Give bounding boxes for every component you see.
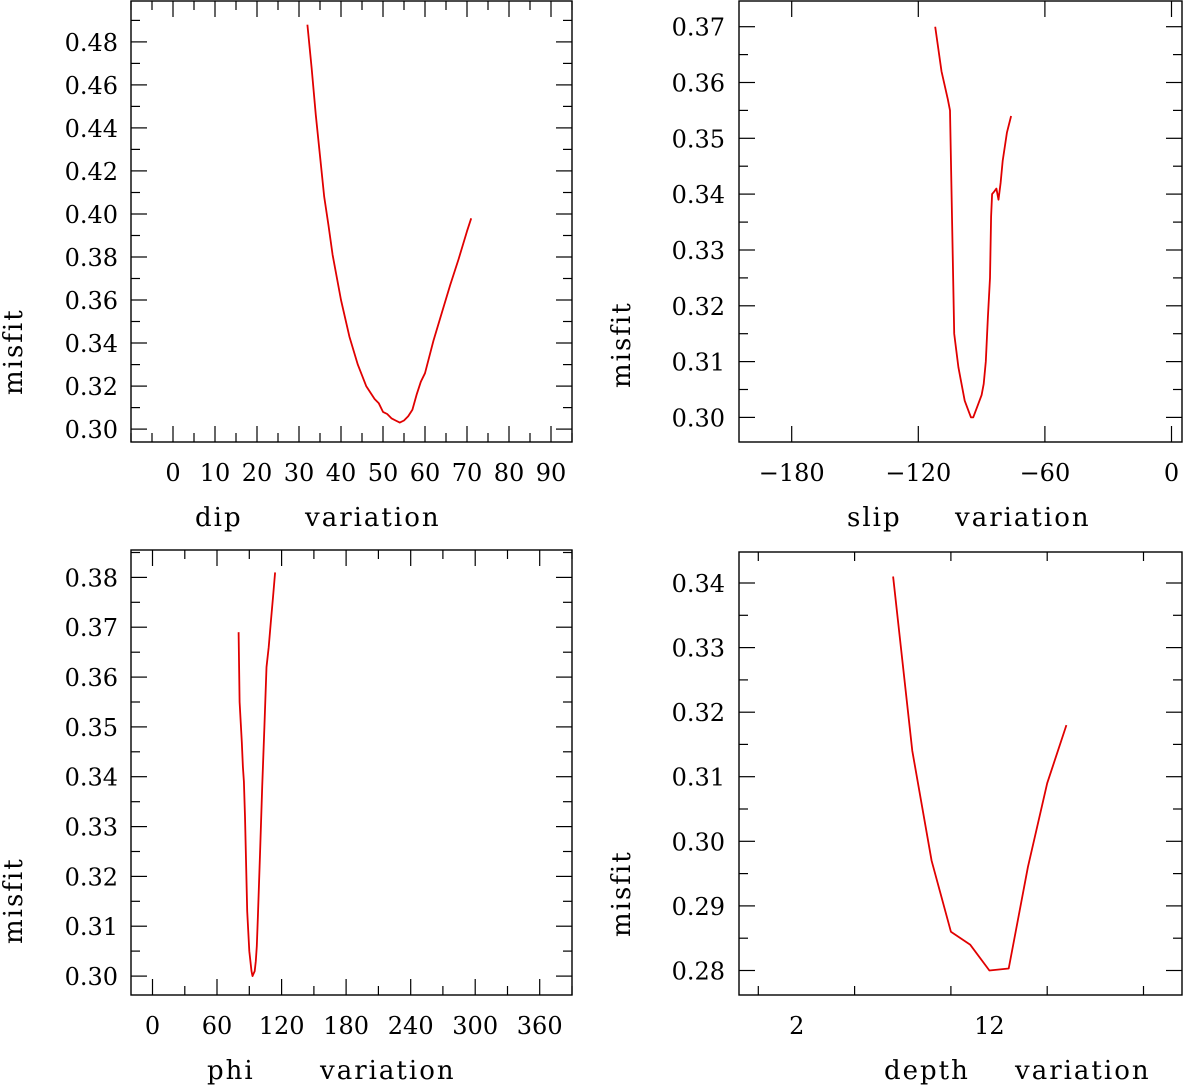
x-tick-label: 20 bbox=[242, 459, 273, 487]
x-tick-label: 80 bbox=[494, 459, 525, 487]
x-tick-label: 360 bbox=[517, 1012, 563, 1040]
x-tick-label: 240 bbox=[388, 1012, 434, 1040]
y-tick-label: 0.30 bbox=[672, 828, 725, 856]
x-tick-label: 0 bbox=[165, 459, 180, 487]
x-tick-label: 50 bbox=[368, 459, 399, 487]
y-axis-label: misfit bbox=[607, 301, 637, 388]
x-tick-label: 90 bbox=[536, 459, 567, 487]
x-tick-label: 70 bbox=[452, 459, 483, 487]
y-tick-label: 0.30 bbox=[65, 963, 118, 991]
y-tick-label: 0.33 bbox=[672, 237, 725, 265]
y-tick-label: 0.28 bbox=[672, 958, 725, 986]
y-tick-label: 0.36 bbox=[65, 664, 118, 692]
x-axis-label-2: variation bbox=[304, 503, 441, 533]
y-tick-labels: 0.30 0.31 0.32 0.33 0.34 0.35 0.36 0.37 0.38 bbox=[65, 564, 118, 991]
x-axis-label-2: variation bbox=[319, 1056, 456, 1086]
y-tick-label: 0.32 bbox=[65, 373, 118, 401]
x-tick-label: 180 bbox=[323, 1012, 369, 1040]
ticks bbox=[739, 552, 1182, 995]
x-axis-label: dip bbox=[195, 503, 243, 533]
y-tick-label: 0.48 bbox=[65, 29, 118, 57]
x-tick-label: 10 bbox=[200, 459, 231, 487]
x-tick-label: 2 bbox=[789, 1012, 804, 1040]
x-tick-label: −180 bbox=[759, 459, 825, 487]
y-tick-label: 0.32 bbox=[672, 293, 725, 321]
y-tick-label: 0.42 bbox=[65, 158, 118, 186]
y-tick-label: 0.29 bbox=[672, 893, 725, 921]
y-tick-label: 0.33 bbox=[65, 814, 118, 842]
y-tick-label: 0.36 bbox=[672, 70, 725, 98]
misfit-curve bbox=[934, 26, 1012, 419]
y-tick-label: 0.34 bbox=[672, 181, 725, 209]
y-tick-label: 0.31 bbox=[672, 349, 725, 377]
y-tick-label: 0.44 bbox=[65, 115, 118, 143]
plot-frame bbox=[130, 0, 573, 443]
y-tick-label: 0.34 bbox=[65, 330, 118, 358]
x-tick-labels: 2 12 bbox=[789, 1012, 1005, 1040]
x-tick-label: 30 bbox=[284, 459, 315, 487]
misfit-curve bbox=[892, 576, 1068, 972]
x-tick-label: 120 bbox=[259, 1012, 305, 1040]
x-tick-label: −120 bbox=[885, 459, 951, 487]
y-tick-label: 0.40 bbox=[65, 201, 118, 229]
x-tick-label: 60 bbox=[202, 1012, 233, 1040]
y-tick-label: 0.30 bbox=[672, 404, 725, 432]
x-tick-label: 0 bbox=[1164, 459, 1179, 487]
misfit-curve bbox=[306, 24, 473, 424]
x-axis-label: depth bbox=[884, 1056, 970, 1086]
y-tick-label: 0.32 bbox=[672, 699, 725, 727]
y-tick-label: 0.37 bbox=[65, 614, 118, 642]
y-tick-labels: 0.30 0.31 0.32 0.33 0.34 0.35 0.36 0.37 bbox=[672, 14, 725, 433]
ticks bbox=[131, 550, 573, 995]
x-tick-label: 40 bbox=[326, 459, 357, 487]
x-tick-label: 60 bbox=[410, 459, 441, 487]
y-axis-label: misfit bbox=[0, 308, 29, 395]
x-tick-labels: −180 −120 −60 0 bbox=[759, 459, 1179, 487]
y-tick-labels: 0.30 0.32 0.34 0.36 0.38 0.40 0.42 0.44 0.46 0.48 bbox=[65, 29, 118, 444]
y-tick-label: 0.30 bbox=[65, 416, 118, 444]
y-tick-label: 0.31 bbox=[672, 764, 725, 792]
y-tick-label: 0.37 bbox=[672, 14, 725, 42]
x-axis-label-2: variation bbox=[954, 503, 1091, 533]
y-tick-label: 0.35 bbox=[65, 714, 118, 742]
x-axis-label-2: variation bbox=[1014, 1056, 1151, 1086]
x-axis-label: phi bbox=[207, 1056, 255, 1086]
y-axis-label: misfit bbox=[607, 850, 637, 937]
y-tick-label: 0.34 bbox=[672, 570, 725, 598]
x-tick-label: 0 bbox=[145, 1012, 160, 1040]
x-tick-label: −60 bbox=[1020, 459, 1071, 487]
y-axis-label: misfit bbox=[0, 857, 29, 944]
y-tick-labels: 0.28 0.29 0.30 0.31 0.32 0.33 0.34 bbox=[672, 570, 725, 986]
y-tick-label: 0.38 bbox=[65, 564, 118, 592]
y-tick-label: 0.31 bbox=[65, 913, 118, 941]
panel-dip: 0 10 20 30 40 50 60 70 80 90 0.30 0.32 0.34 0.36 0.38… bbox=[0, 0, 573, 533]
panel-phi: 0 60 120 180 240 300 360 0.300.310.320.330.340… bbox=[0, 549, 573, 1086]
plot-frame bbox=[130, 549, 573, 996]
y-tick-label: 0.38 bbox=[65, 244, 118, 272]
x-tick-label: 300 bbox=[452, 1012, 498, 1040]
x-tick-labels: 0 60 120 180 240 300 360 bbox=[145, 1012, 563, 1040]
panel-depth: 2 12 0.28 0.29 0.30 0.31 0.32 0.33 0.34 depth v… bbox=[607, 551, 1183, 1086]
x-tick-label: 12 bbox=[974, 1012, 1005, 1040]
panel-slip: −180 −120 −60 0 0.300.310.320.330.340.350.3… bbox=[607, 0, 1183, 533]
y-tick-label: 0.46 bbox=[65, 72, 118, 100]
misfit-curve bbox=[237, 572, 276, 977]
plot-frame bbox=[738, 551, 1183, 996]
y-tick-label: 0.33 bbox=[672, 635, 725, 663]
y-tick-label: 0.32 bbox=[65, 863, 118, 891]
y-tick-label: 0.36 bbox=[65, 287, 118, 315]
y-tick-label: 0.35 bbox=[672, 125, 725, 153]
y-tick-label: 0.34 bbox=[65, 764, 118, 792]
x-tick-labels: 0 10 20 30 40 50 60 70 80 90 bbox=[165, 459, 566, 487]
ticks bbox=[739, 1, 1182, 442]
x-axis-label: slip bbox=[847, 503, 902, 533]
ticks bbox=[130, 1, 573, 442]
